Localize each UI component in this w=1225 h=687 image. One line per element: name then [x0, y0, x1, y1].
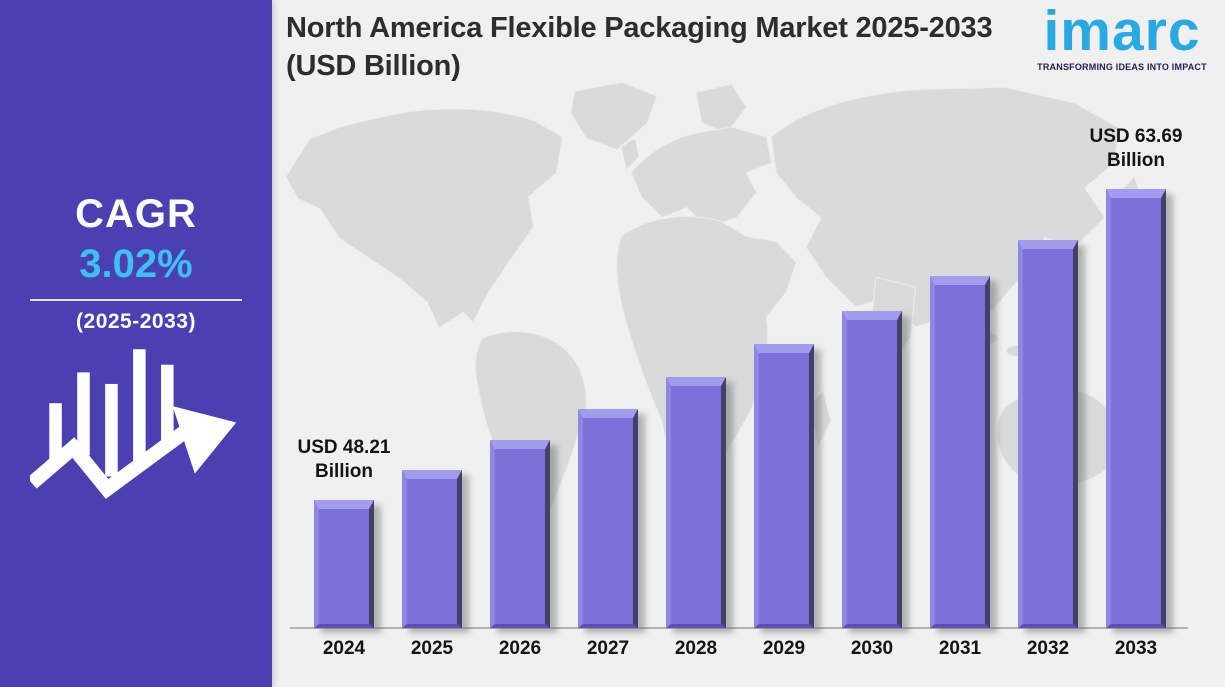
- x-tick-2024: 2024: [322, 638, 366, 659]
- imarc-logo-tagline: TRANSFORMING IDEAS INTO IMPACT: [1037, 61, 1207, 72]
- imarc-logo-text: imarc: [1043, 0, 1201, 63]
- imarc-logo: imarc TRANSFORMING IDEAS INTO IMPACT: [1029, 0, 1215, 72]
- value-label-2033: USD 63.69 Billion: [1089, 126, 1183, 171]
- x-tick-2026: 2026: [498, 638, 542, 659]
- chart-title: North America Flexible Packaging Market …: [286, 12, 993, 82]
- x-tick-2027: 2027: [586, 638, 630, 659]
- bar-2033: [1106, 189, 1166, 628]
- x-tick-2033: 2033: [1114, 638, 1158, 659]
- growth-chart-icon: [27, 345, 242, 505]
- bar-2028: [666, 377, 726, 628]
- bar-2030: [842, 311, 902, 628]
- cagr-divider: [30, 299, 242, 301]
- bar-2029: [754, 344, 814, 628]
- chart-area: North America Flexible Packaging Market …: [272, 0, 1225, 687]
- x-tick-2031: 2031: [938, 638, 982, 659]
- value-label-2024: USD 48.21 Billion: [297, 437, 391, 482]
- x-tick-2025: 2025: [410, 638, 454, 659]
- x-tick-2028: 2028: [674, 638, 718, 659]
- world-map-watermark: [285, 81, 1168, 562]
- plot-area: 2024 USD 48.21 Billion 2025 2026 2027 2028 202…: [272, 0, 1225, 687]
- cagr-period: (2025-2033): [76, 310, 196, 333]
- bar-2025: [402, 470, 462, 628]
- bar-2032: [1018, 240, 1078, 628]
- cagr-block: CAGR 3.02% (2025-2033): [0, 192, 272, 334]
- x-tick-2032: 2032: [1026, 638, 1070, 659]
- x-tick-2029: 2029: [762, 638, 806, 659]
- bar-2031: [930, 276, 990, 628]
- cagr-value: 3.02%: [79, 242, 193, 286]
- x-tick-2030: 2030: [850, 638, 894, 659]
- bar-2027: [578, 409, 638, 628]
- bar-2026: [490, 440, 550, 628]
- x-axis-line: [290, 627, 1188, 629]
- cagr-label: CAGR: [75, 192, 197, 236]
- cagr-sidebar: CAGR 3.02% (2025-2033): [0, 0, 272, 687]
- bar-2024: [314, 500, 374, 628]
